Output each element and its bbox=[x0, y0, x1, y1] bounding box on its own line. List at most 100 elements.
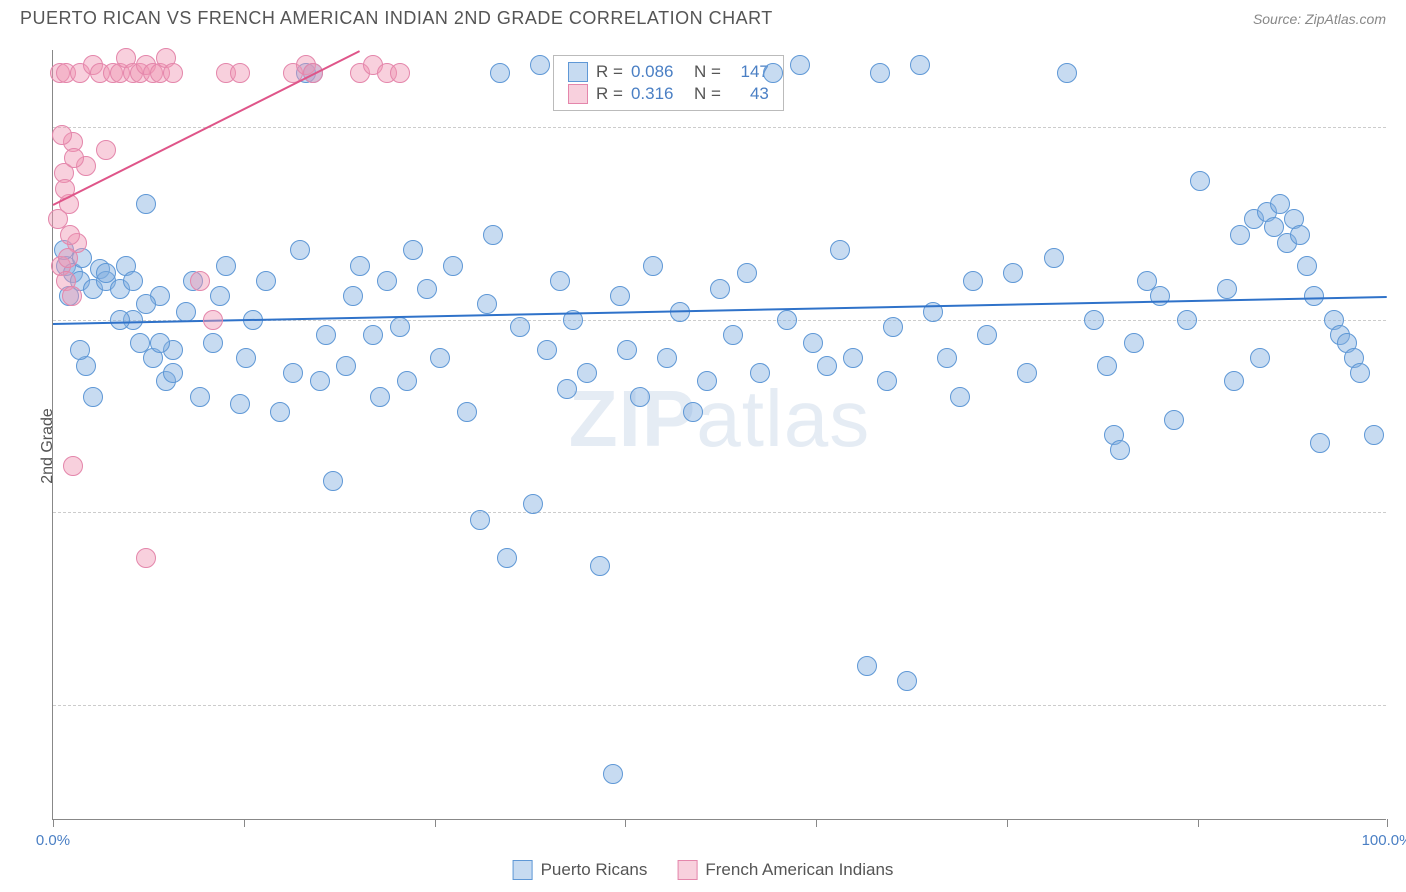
data-point bbox=[1250, 348, 1270, 368]
y-tick-label: 97.5% bbox=[1396, 311, 1406, 328]
data-point bbox=[290, 240, 310, 260]
data-point bbox=[377, 271, 397, 291]
data-point bbox=[210, 286, 230, 306]
watermark: ZIPatlas bbox=[569, 373, 870, 465]
data-point bbox=[417, 279, 437, 299]
data-point bbox=[96, 140, 116, 160]
data-point bbox=[843, 348, 863, 368]
grid-line bbox=[53, 127, 1386, 128]
data-point bbox=[577, 363, 597, 383]
data-point bbox=[557, 379, 577, 399]
data-point bbox=[216, 256, 236, 276]
data-point bbox=[883, 317, 903, 337]
legend-swatch-pink bbox=[568, 84, 588, 104]
data-point bbox=[777, 310, 797, 330]
data-point bbox=[1084, 310, 1104, 330]
x-tick bbox=[1198, 819, 1199, 827]
data-point bbox=[403, 240, 423, 260]
data-point bbox=[697, 371, 717, 391]
stats-legend-row-1: R = 0.086 N = 147 bbox=[568, 62, 769, 82]
data-point bbox=[630, 387, 650, 407]
stats-legend-row-2: R = 0.316 N = 43 bbox=[568, 84, 769, 104]
x-tick bbox=[816, 819, 817, 827]
data-point bbox=[523, 494, 543, 514]
data-point bbox=[1057, 63, 1077, 83]
data-point bbox=[323, 471, 343, 491]
data-point bbox=[710, 279, 730, 299]
data-point bbox=[897, 671, 917, 691]
data-point bbox=[63, 456, 83, 476]
data-point bbox=[370, 387, 390, 407]
legend-swatch-pink bbox=[677, 860, 697, 880]
data-point bbox=[136, 194, 156, 214]
data-point bbox=[610, 286, 630, 306]
y-tick-label: 95.0% bbox=[1396, 504, 1406, 521]
data-point bbox=[1097, 356, 1117, 376]
data-point bbox=[1177, 310, 1197, 330]
data-point bbox=[136, 548, 156, 568]
data-point bbox=[230, 63, 250, 83]
x-tick bbox=[1387, 819, 1388, 827]
data-point bbox=[750, 363, 770, 383]
data-point bbox=[1190, 171, 1210, 191]
data-point bbox=[723, 325, 743, 345]
grid-line bbox=[53, 512, 1386, 513]
data-point bbox=[256, 271, 276, 291]
x-tick bbox=[435, 819, 436, 827]
data-point bbox=[1217, 279, 1237, 299]
x-tick bbox=[244, 819, 245, 827]
data-point bbox=[1003, 263, 1023, 283]
data-point bbox=[58, 248, 78, 268]
data-point bbox=[950, 387, 970, 407]
data-point bbox=[70, 340, 90, 360]
data-point bbox=[490, 63, 510, 83]
data-point bbox=[283, 363, 303, 383]
data-point bbox=[1044, 248, 1064, 268]
data-point bbox=[537, 340, 557, 360]
data-point bbox=[203, 333, 223, 353]
x-tick bbox=[625, 819, 626, 827]
data-point bbox=[230, 394, 250, 414]
x-tick bbox=[53, 819, 54, 827]
data-point bbox=[737, 263, 757, 283]
grid-line bbox=[53, 705, 1386, 706]
data-point bbox=[963, 271, 983, 291]
data-point bbox=[52, 125, 72, 145]
source-attribution: Source: ZipAtlas.com bbox=[1253, 11, 1386, 27]
y-tick-label: 92.5% bbox=[1396, 696, 1406, 713]
data-point bbox=[830, 240, 850, 260]
data-point bbox=[163, 63, 183, 83]
data-point bbox=[316, 325, 336, 345]
data-point bbox=[363, 325, 383, 345]
data-point bbox=[497, 548, 517, 568]
data-point bbox=[1297, 256, 1317, 276]
data-point bbox=[343, 286, 363, 306]
data-point bbox=[163, 363, 183, 383]
series-legend: Puerto Ricans French American Indians bbox=[513, 860, 894, 880]
data-point bbox=[470, 510, 490, 530]
data-point bbox=[83, 387, 103, 407]
data-point bbox=[857, 656, 877, 676]
data-point bbox=[657, 348, 677, 368]
data-point bbox=[977, 325, 997, 345]
data-point bbox=[62, 286, 82, 306]
data-point bbox=[683, 402, 703, 422]
data-point bbox=[1110, 440, 1130, 460]
data-point bbox=[1310, 433, 1330, 453]
data-point bbox=[617, 340, 637, 360]
data-point bbox=[1224, 371, 1244, 391]
x-tick-label: 100.0% bbox=[1362, 832, 1406, 849]
data-point bbox=[877, 371, 897, 391]
series-legend-item-1: Puerto Ricans bbox=[513, 860, 648, 880]
data-point bbox=[110, 310, 130, 330]
data-point bbox=[123, 271, 143, 291]
data-point bbox=[236, 348, 256, 368]
y-tick-label: 100.0% bbox=[1396, 119, 1406, 136]
data-point bbox=[763, 63, 783, 83]
data-point bbox=[817, 356, 837, 376]
x-tick-label: 0.0% bbox=[36, 832, 70, 849]
data-point bbox=[430, 348, 450, 368]
data-point bbox=[190, 271, 210, 291]
data-point bbox=[603, 764, 623, 784]
legend-swatch-blue bbox=[513, 860, 533, 880]
